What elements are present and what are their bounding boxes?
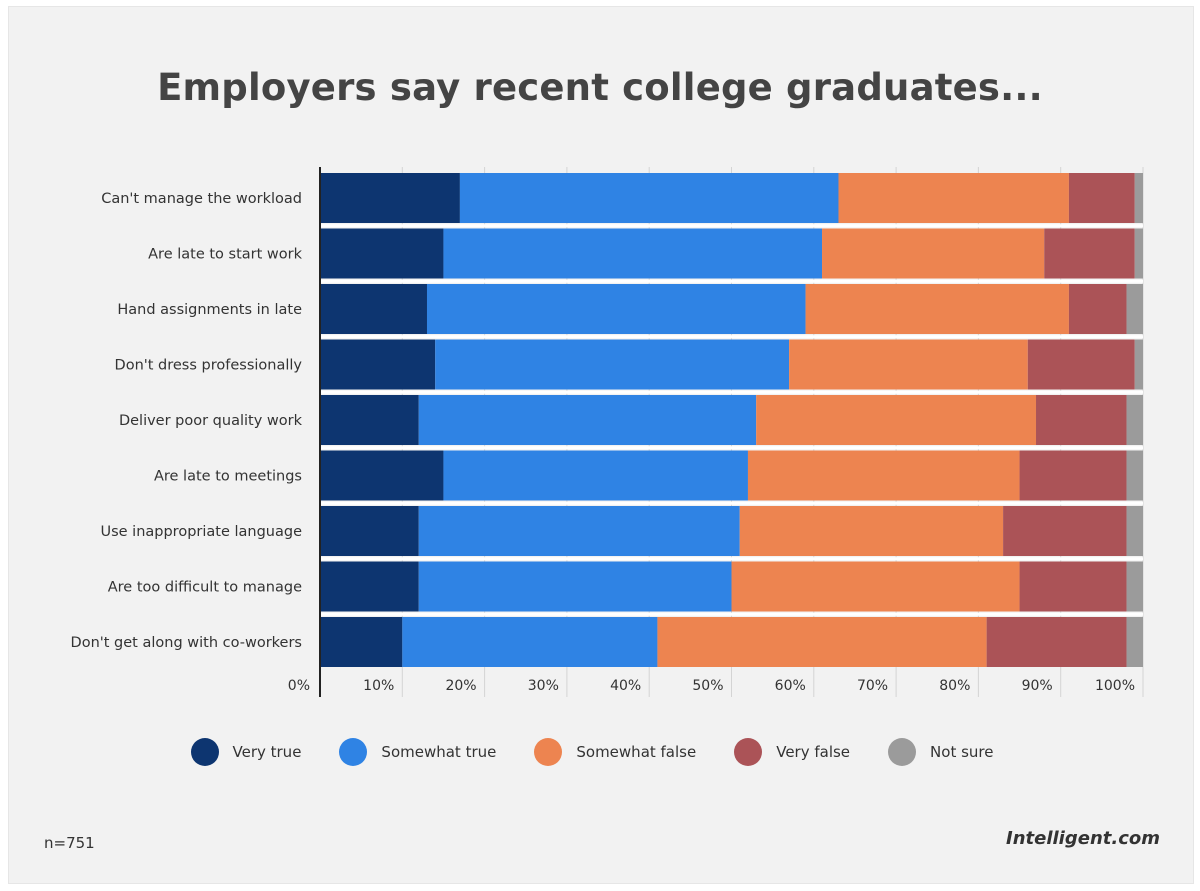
category-label: Are late to start work [148, 247, 302, 263]
legend-item: Somewhat true [339, 738, 496, 766]
chart-legend: Very true Somewhat true Somewhat false Very… [0, 738, 1200, 766]
x-tick-label: 0% [288, 678, 310, 694]
bar-segment [822, 228, 1045, 279]
category-label: Use inappropriate language [100, 524, 302, 540]
category-label: Deliver poor quality work [119, 413, 303, 429]
bar-segment [1019, 450, 1127, 501]
bar-segment [443, 450, 748, 501]
category-label: Don't get along with co-workers [71, 635, 302, 651]
legend-label: Not sure [930, 743, 994, 761]
bar-segment [459, 173, 839, 223]
bar-segment [756, 395, 1037, 445]
brand-logo-text: Intelligent.com [1006, 828, 1160, 849]
legend-item: Not sure [888, 738, 993, 766]
bar-segment [320, 561, 419, 612]
bar-segment [986, 617, 1127, 667]
bar-segment [320, 284, 427, 334]
bar-segment [418, 561, 732, 612]
bar-segment [747, 450, 1020, 501]
bar-segment [1044, 228, 1135, 279]
bar-segment [320, 173, 460, 223]
x-tick-label: 30% [528, 678, 559, 694]
bar-segment [1134, 228, 1143, 279]
legend-label: Somewhat true [381, 743, 497, 761]
category-label: Can't manage the workload [101, 191, 302, 207]
x-tick-label: 40% [610, 678, 641, 694]
bar-segment [1134, 339, 1143, 390]
x-tick-label: 70% [857, 678, 888, 694]
bar-segment [426, 284, 806, 334]
bar-segment [1027, 339, 1135, 390]
bar-segment [1036, 395, 1127, 445]
category-label: Are late to meetings [154, 469, 302, 485]
bar-segment [805, 284, 1069, 334]
chart-title: Employers say recent college graduates..… [157, 66, 1043, 109]
bar-segment [320, 395, 419, 445]
bar-segment [1126, 450, 1143, 501]
category-label: Don't dress professionally [115, 358, 303, 374]
bar-segment [1019, 561, 1127, 612]
legend-swatch [339, 738, 368, 766]
bar-segment [1126, 506, 1143, 556]
legend-swatch [190, 738, 219, 766]
bar-segment [320, 339, 436, 390]
bar-segment [320, 450, 444, 501]
bar-segment [838, 173, 1069, 223]
x-tick-label: 50% [692, 678, 723, 694]
legend-label: Very false [776, 743, 851, 761]
bar-segment [739, 506, 1004, 556]
x-tick-label: 60% [775, 678, 806, 694]
bar-segment [418, 395, 757, 445]
legend-swatch [534, 738, 563, 766]
legend-label: Somewhat false [576, 743, 697, 761]
legend-swatch [888, 738, 917, 766]
x-tick-label: 80% [939, 678, 970, 694]
x-tick-label: 90% [1022, 678, 1053, 694]
bar-segment [1126, 395, 1143, 445]
bar-segment [1003, 506, 1127, 556]
legend-item: Very false [734, 738, 850, 766]
legend-swatch [734, 738, 763, 766]
legend-item: Somewhat false [534, 738, 696, 766]
bar-segment [435, 339, 790, 390]
bar-segment [320, 617, 403, 667]
x-tick-label: 100% [1095, 678, 1135, 694]
category-label: Hand assignments in late [117, 302, 302, 318]
bar-segment [320, 506, 419, 556]
bar-segment [1126, 561, 1143, 612]
bar-segment [657, 617, 987, 667]
bar-segment [731, 561, 1020, 612]
bar-segment [1068, 284, 1127, 334]
bar-segment [789, 339, 1028, 390]
legend-label: Very true [232, 743, 302, 761]
bar-segment [1068, 173, 1135, 223]
bar-segment [320, 228, 444, 279]
sample-size-note: n=751 [44, 834, 95, 852]
bar-segment [402, 617, 658, 667]
legend-item: Very true [190, 738, 302, 766]
x-tick-label: 20% [445, 678, 476, 694]
bar-segment [1126, 617, 1143, 667]
bar-segment [443, 228, 823, 279]
bar-segment [1134, 173, 1143, 223]
bar-segment [418, 506, 740, 556]
bar-segment [1126, 284, 1143, 334]
category-label: Are too difficult to manage [108, 580, 302, 596]
x-tick-label: 10% [363, 678, 394, 694]
